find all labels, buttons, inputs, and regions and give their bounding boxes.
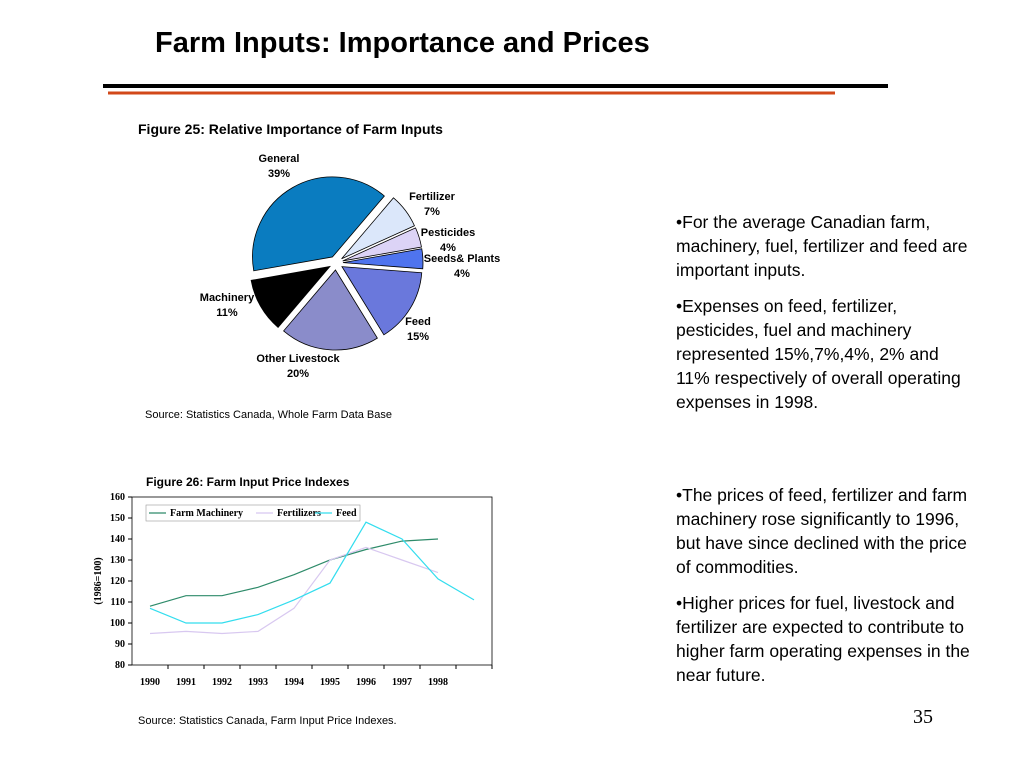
series-line xyxy=(149,546,439,635)
pie-slice xyxy=(342,248,424,270)
source: Source: Statistics Canada, Farm Input Pr… xyxy=(138,715,397,727)
y-tick-label: 160 xyxy=(110,492,125,503)
slice-label: Machinery xyxy=(200,292,255,304)
x-tick-label: 1990 xyxy=(140,677,160,688)
slice-label: Fertilizer xyxy=(409,191,456,203)
slice-label: Other Livestock xyxy=(256,353,340,365)
legend-label: Feed xyxy=(336,508,357,519)
slice-value: 7% xyxy=(424,206,440,218)
pie-slice xyxy=(342,227,422,262)
bullet: •For the average Canadian farm, machiner… xyxy=(676,212,968,280)
slice-value: 39% xyxy=(268,168,290,180)
bullets: •For the average Canadian farm, machiner… xyxy=(676,210,976,426)
y-tick-label: 150 xyxy=(110,513,125,524)
bullet: •Expenses on feed, fertilizer, pesticide… xyxy=(676,296,961,412)
bullet: •Higher prices for fuel, livestock and f… xyxy=(676,593,970,685)
pie-slice xyxy=(252,176,385,272)
x-tick-label: 1994 xyxy=(284,677,304,688)
y-tick-label: 80 xyxy=(115,660,125,671)
plot-area xyxy=(131,496,493,666)
y-tick-label: 120 xyxy=(110,576,125,587)
slice-value: 4% xyxy=(454,268,470,280)
x-tick-label: 1991 xyxy=(176,677,196,688)
x-tick-label: 1993 xyxy=(248,677,268,688)
slice-label: General xyxy=(259,153,300,165)
chart-title: Figure 26: Farm Input Price Indexes xyxy=(146,475,350,489)
source: Source: Statistics Canada, Whole Farm Da… xyxy=(145,409,392,421)
slice-label: Seeds& Plants xyxy=(424,253,500,265)
x-tick-label: 1995 xyxy=(320,677,340,688)
legend-label: Farm Machinery xyxy=(170,508,243,519)
slice-value: 4% xyxy=(440,242,456,254)
y-tick-label: 130 xyxy=(110,555,125,566)
chart-title: Figure 25: Relative Importance of Farm I… xyxy=(138,121,443,137)
pie-slice xyxy=(283,269,378,351)
y-axis-label: (1986=100) xyxy=(93,557,104,604)
page-number: 35 xyxy=(913,706,933,728)
legend-label: Fertilizers xyxy=(277,508,321,519)
y-tick-label: 110 xyxy=(111,597,125,608)
y-tick-label: 140 xyxy=(110,534,125,545)
slice-value: 20% xyxy=(287,368,309,380)
legend-box xyxy=(145,504,361,522)
bullet: •The prices of feed, fertilizer and farm… xyxy=(676,485,968,577)
bullets: •The prices of feed, fertilizer and farm… xyxy=(676,483,976,699)
series-line xyxy=(149,521,475,624)
slice-label: Pesticides xyxy=(421,227,475,239)
x-tick-label: 1997 xyxy=(392,677,412,688)
slice-value: 11% xyxy=(216,307,238,319)
x-tick-label: 1998 xyxy=(428,677,448,688)
pie-slice xyxy=(341,266,423,336)
y-tick-label: 100 xyxy=(110,618,125,629)
slide-title: Farm Inputs: Importance and Prices xyxy=(155,27,650,59)
x-tick-label: 1992 xyxy=(212,677,232,688)
series-line xyxy=(149,538,439,607)
x-tick-label: 1996 xyxy=(356,677,376,688)
y-tick-label: 90 xyxy=(115,639,125,650)
slice-value: 15% xyxy=(407,331,429,343)
slice-label: Feed xyxy=(405,316,431,328)
pie-slice xyxy=(341,197,415,260)
pie-slice xyxy=(250,265,331,328)
